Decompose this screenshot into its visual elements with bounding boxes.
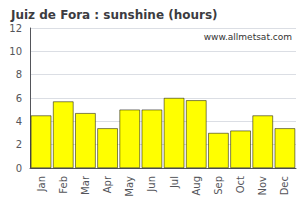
svg-text:Apr: Apr	[102, 175, 113, 193]
svg-text:10: 10	[9, 46, 22, 57]
svg-text:6: 6	[16, 93, 22, 104]
svg-text:8: 8	[16, 69, 22, 80]
svg-text:Nov: Nov	[257, 176, 268, 196]
svg-text:Oct: Oct	[235, 176, 246, 193]
svg-text:Jul: Jul	[169, 176, 180, 189]
svg-text:Feb: Feb	[58, 176, 69, 194]
svg-text:Mar: Mar	[80, 175, 91, 195]
svg-text:Sep: Sep	[213, 176, 224, 195]
svg-text:12: 12	[9, 23, 22, 34]
svg-text:May: May	[124, 176, 135, 197]
svg-text:0: 0	[16, 163, 22, 174]
svg-text:4: 4	[16, 116, 22, 127]
svg-text:2: 2	[16, 139, 22, 150]
svg-text:Juiz de Fora : sunshine (hours: Juiz de Fora : sunshine (hours)	[10, 8, 218, 22]
svg-text:Jan: Jan	[36, 176, 47, 192]
svg-text:Aug: Aug	[191, 176, 202, 196]
svg-text:Dec: Dec	[279, 176, 290, 195]
svg-text:Jun: Jun	[146, 176, 157, 193]
svg-text:www.allmetsat.com: www.allmetsat.com	[204, 32, 292, 42]
